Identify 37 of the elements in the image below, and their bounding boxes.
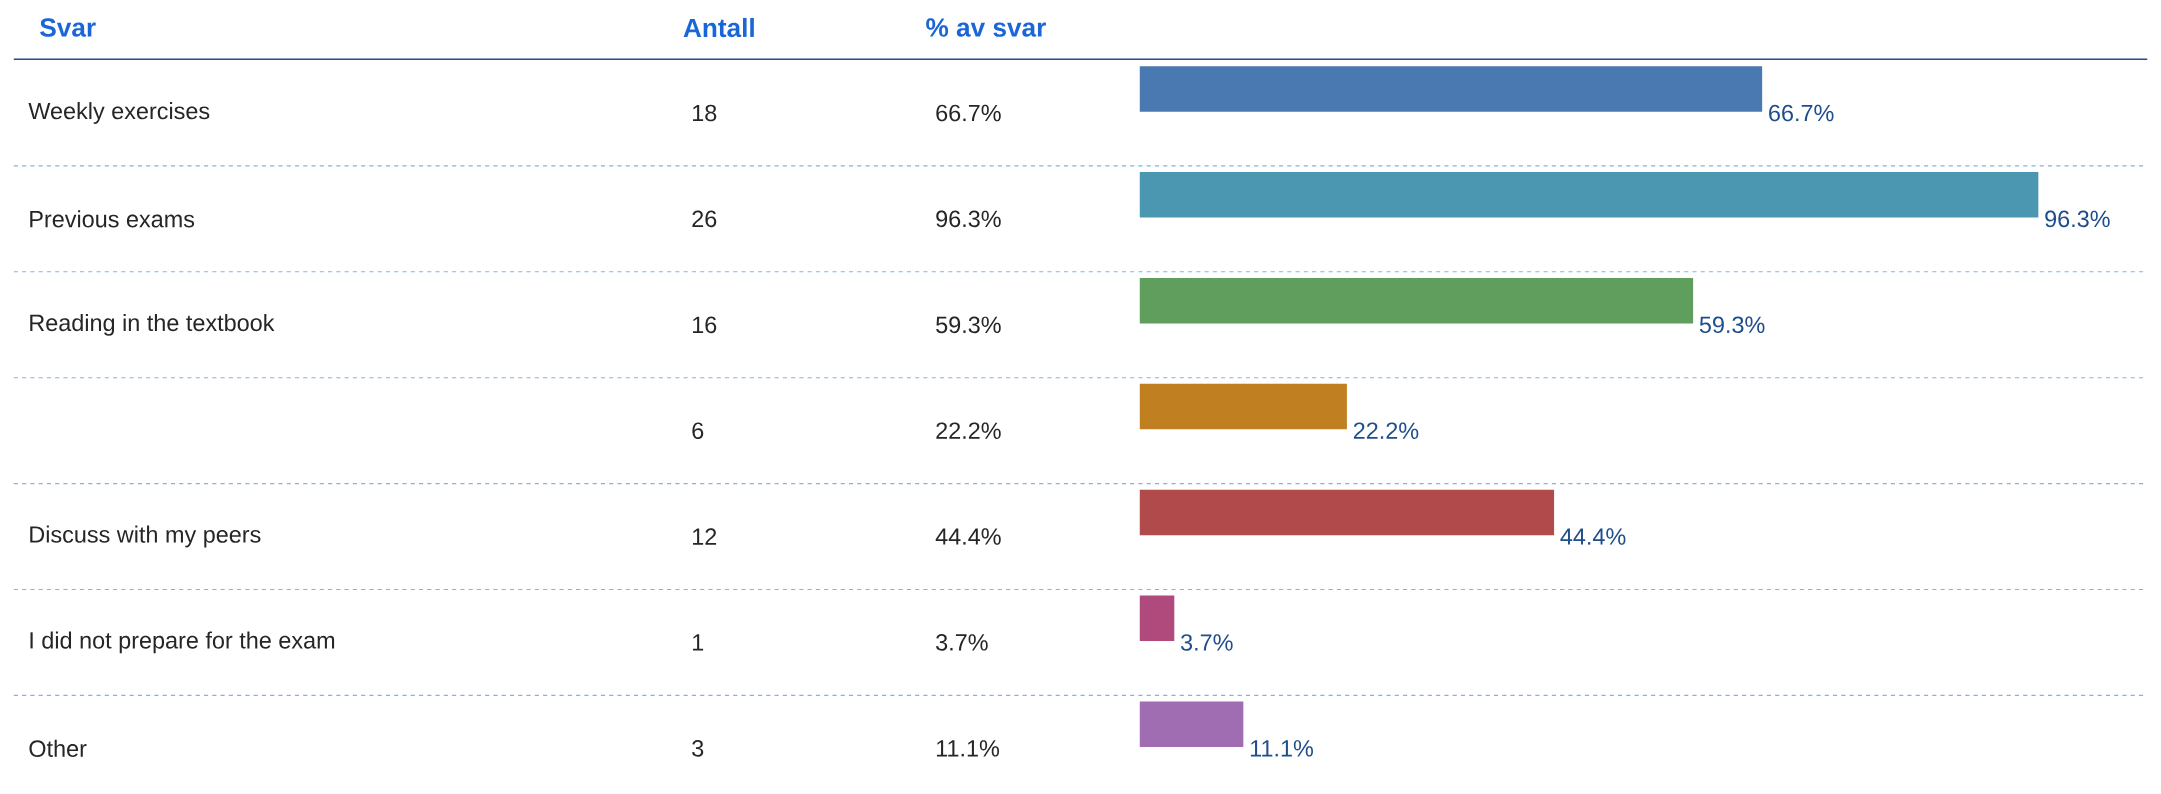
- text: 1: [693, 634, 704, 651]
- y-tick-label: Other: [29, 739, 87, 758]
- bar: [1139, 489, 1555, 536]
- y-tick-label: Reading in the textbook: [30, 314, 275, 336]
- bar: [1139, 172, 2039, 218]
- text: 96.3%: [936, 210, 1001, 228]
- bar: [1139, 66, 1763, 112]
- text: 18: [693, 104, 717, 122]
- text: 16: [693, 316, 717, 334]
- y-tick-label: I did not prepare for the exam: [30, 631, 335, 654]
- text: 22.2%: [936, 422, 1001, 439]
- data-label: 3.7%: [1180, 634, 1233, 651]
- text: 3: [692, 740, 704, 757]
- y-tick-label: Previous exams: [30, 210, 195, 228]
- data-label: 11.1%: [1250, 740, 1313, 757]
- data-label: 96.3%: [2045, 210, 2110, 228]
- y-axis-title: Svar: [40, 18, 96, 37]
- text: 3.7%: [936, 634, 988, 651]
- bar: [1139, 595, 1175, 642]
- text: 44.4%: [935, 528, 1001, 545]
- text: 59.3%: [936, 316, 1001, 334]
- data-label: 66.7%: [1769, 104, 1834, 122]
- data-label: 44.4%: [1560, 528, 1626, 545]
- text: 11.1%: [936, 740, 1000, 757]
- text: % av svar: [926, 18, 1046, 37]
- bar: [1139, 278, 1694, 324]
- bar: [1139, 383, 1347, 430]
- y-tick-label: Weekly exercises: [28, 102, 210, 124]
- text: 6: [692, 422, 704, 440]
- y-tick-label: Discuss with my peers: [30, 525, 261, 548]
- text: Antall: [683, 18, 754, 38]
- text: 26: [692, 210, 717, 228]
- bar: [1139, 701, 1244, 748]
- data-label: 59.3%: [1699, 316, 1765, 334]
- text: 12: [693, 528, 717, 545]
- data-label: 22.2%: [1353, 422, 1419, 439]
- text: 66.7%: [936, 104, 1001, 122]
